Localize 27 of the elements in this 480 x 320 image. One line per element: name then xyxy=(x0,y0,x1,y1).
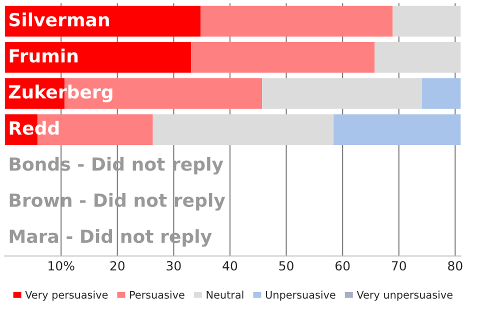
bar xyxy=(191,42,375,73)
legend-label: Persuasive xyxy=(130,290,184,299)
y-tick-label: Silverman xyxy=(9,12,109,26)
x-tick-label: 50 xyxy=(279,261,294,271)
x-tick-label: 10% xyxy=(48,261,74,271)
x-tick-label: 40 xyxy=(222,261,238,271)
bar xyxy=(374,42,461,73)
bar xyxy=(152,114,334,145)
y-tick-label: Frumin xyxy=(10,48,78,63)
y-tick-label: Redd xyxy=(10,120,59,135)
bar xyxy=(200,6,393,37)
x-tick-label: 60 xyxy=(336,261,350,271)
bar xyxy=(392,6,461,37)
bar xyxy=(334,114,461,145)
legend-label: Unpersuasive xyxy=(266,290,336,301)
legend-label: Neutral xyxy=(206,290,244,299)
legend-label: Very unpersuasive xyxy=(356,290,452,301)
x-tick-label: 20 xyxy=(110,261,125,271)
bar xyxy=(262,78,422,109)
x-tick-label: 80 xyxy=(448,261,462,271)
x-tick-label: 30 xyxy=(166,261,181,271)
bar xyxy=(4,6,201,37)
bar xyxy=(422,78,461,109)
legend-label: Very persuasive xyxy=(25,290,108,301)
x-tick-label: 70 xyxy=(392,261,406,271)
bar xyxy=(4,42,192,73)
y-tick-label: Zukerberg xyxy=(8,84,112,102)
